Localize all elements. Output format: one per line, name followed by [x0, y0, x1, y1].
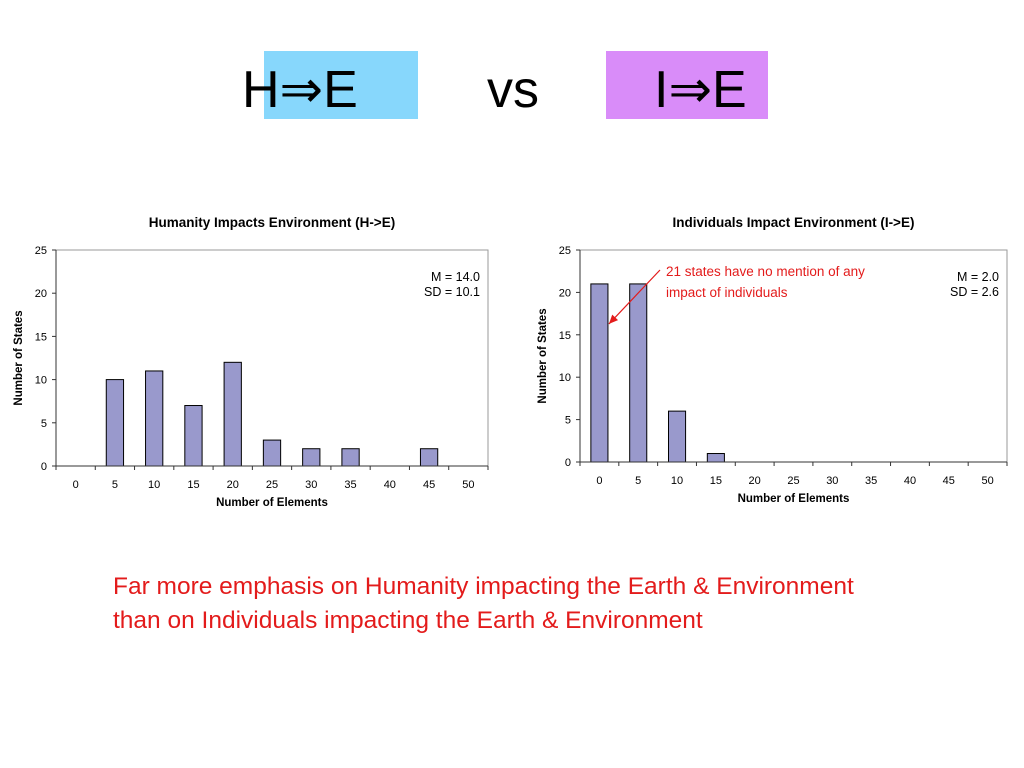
- x-tick-label: 0: [73, 479, 79, 491]
- bar: [145, 370, 164, 467]
- x-tick-label: 50: [981, 475, 993, 487]
- bar: [706, 453, 725, 463]
- caption-line-1: Far more emphasis on Humanity impacting …: [113, 573, 854, 600]
- x-tick-label: 25: [787, 475, 799, 487]
- y-tick-label: 20: [559, 287, 571, 299]
- x-tick-label: 10: [671, 475, 683, 487]
- x-tick-label: 45: [423, 479, 435, 491]
- title-h-to-e: H⇒E: [242, 61, 358, 119]
- x-tick-label: 15: [187, 479, 199, 491]
- plot-area: [579, 249, 1008, 463]
- title-vs: vs: [487, 61, 539, 119]
- x-tick-label: 25: [266, 479, 278, 491]
- y-tick-label: 15: [559, 330, 571, 342]
- x-tick-label: 20: [749, 475, 761, 487]
- bar: [341, 448, 360, 467]
- slide-title: H⇒E vs I⇒E: [0, 0, 1024, 140]
- bar: [184, 405, 203, 467]
- y-tick-label: 5: [41, 418, 47, 430]
- x-tick-label: 30: [826, 475, 838, 487]
- bar: [419, 448, 439, 467]
- bar: [223, 361, 242, 467]
- x-tick-label: 45: [943, 475, 955, 487]
- y-tick-label: 20: [35, 288, 47, 300]
- stats-label: M = 14.0: [431, 270, 480, 284]
- x-tick-label: 5: [112, 479, 118, 491]
- i-to-e-highlight: [606, 51, 768, 119]
- stats-label: SD = 10.1: [424, 285, 480, 299]
- plot-area: [55, 249, 489, 467]
- chart-title: Humanity Impacts Environment (H->E): [149, 215, 395, 230]
- bar: [590, 283, 609, 463]
- caption-line-2: than on Individuals impacting the Earth …: [113, 607, 703, 634]
- bar: [668, 410, 687, 463]
- x-tick-label: 5: [635, 475, 641, 487]
- humanity-chart: Humanity Impacts Environment (H->E) 0 5 10 1…: [13, 215, 489, 509]
- x-tick-label: 35: [344, 479, 356, 491]
- bar: [302, 448, 321, 467]
- annotation-text: impact of individuals: [666, 285, 788, 300]
- annotation-text: 21 states have no mention of any: [666, 264, 865, 279]
- individuals-chart: Individuals Impact Environment (I->E) 0 5 1…: [537, 215, 1008, 505]
- y-tick-label: 25: [559, 245, 571, 257]
- y-tick-label: 25: [35, 245, 47, 257]
- y-tick-label: 0: [565, 457, 571, 469]
- x-tick-label: 0: [596, 475, 602, 487]
- chart-title: Individuals Impact Environment (I->E): [673, 215, 915, 230]
- y-tick-label: 0: [41, 461, 47, 473]
- bar: [262, 439, 282, 467]
- x-tick-label: 15: [710, 475, 722, 487]
- title-i-to-e: I⇒E: [654, 61, 747, 119]
- conclusion-caption: Far more emphasis on Humanity impacting …: [113, 570, 1013, 638]
- x-axis-label: Number of Elements: [216, 497, 328, 509]
- annotation-arrow-line: [608, 269, 661, 325]
- x-tick-label: 10: [148, 479, 160, 491]
- y-tick-label: 10: [35, 375, 47, 387]
- y-tick-label: 15: [35, 331, 47, 343]
- y-axis-label: Number of States: [13, 310, 25, 405]
- h-to-e-highlight: [264, 51, 418, 119]
- x-tick-label: 40: [904, 475, 916, 487]
- stats-label: M = 2.0: [957, 270, 999, 284]
- y-tick-label: 10: [559, 372, 571, 384]
- x-axis-label: Number of Elements: [738, 493, 850, 505]
- annotation-arrow-head: [608, 314, 619, 324]
- x-tick-label: 35: [865, 475, 877, 487]
- x-tick-label: 40: [384, 479, 396, 491]
- bar: [629, 283, 648, 463]
- y-tick-label: 5: [565, 415, 571, 427]
- bar: [105, 379, 125, 467]
- y-axis-label: Number of States: [537, 308, 549, 403]
- x-tick-label: 50: [462, 479, 474, 491]
- x-tick-label: 30: [305, 479, 317, 491]
- stats-label: SD = 2.6: [950, 285, 999, 299]
- x-tick-label: 20: [227, 479, 239, 491]
